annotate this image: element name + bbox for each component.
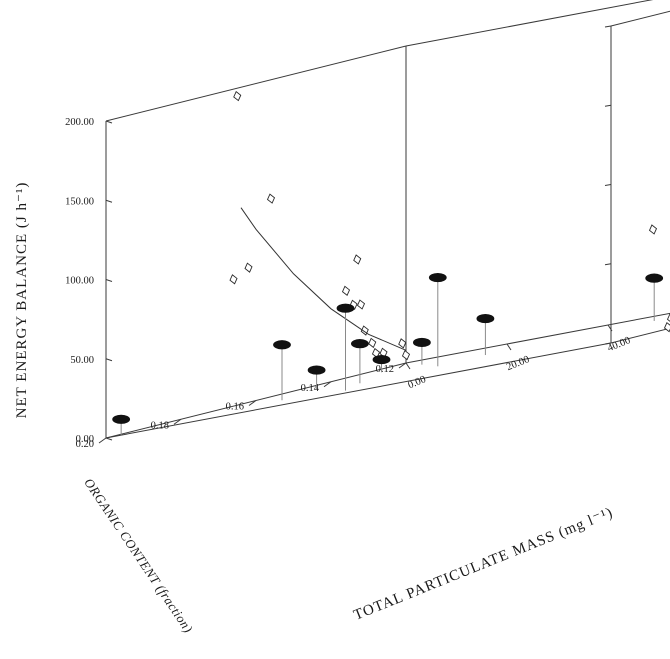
y-tick bbox=[248, 400, 257, 406]
axis-ticks: 0.00 50.00 100.00 150.00 200.00 0.00 20.00 40.0… bbox=[65, 25, 632, 450]
z-tick-right bbox=[604, 25, 612, 28]
data-points bbox=[112, 272, 664, 436]
left-wall-point bbox=[401, 349, 411, 361]
data-point bbox=[350, 339, 369, 349]
y-tick-label: 0.12 bbox=[376, 364, 394, 375]
y-tick-label: 0.14 bbox=[301, 383, 320, 394]
data-point bbox=[273, 340, 291, 350]
y-tick bbox=[323, 381, 332, 388]
left-wall-point bbox=[368, 337, 377, 349]
data-point bbox=[476, 313, 495, 324]
left-wall-point bbox=[353, 254, 362, 265]
data-point bbox=[307, 365, 326, 375]
fit-curve bbox=[240, 207, 407, 351]
z-tick bbox=[105, 199, 113, 203]
x-axis-title: TOTAL PARTICULATE MASS (mg l⁻¹) bbox=[351, 505, 615, 624]
y-axis-title: ORGANIC CONTENT (fraction) bbox=[81, 475, 196, 635]
y-tick-label: 0.18 bbox=[151, 420, 169, 431]
left-wall-point bbox=[229, 274, 238, 285]
x-tick-label: 0.00 bbox=[406, 374, 427, 391]
x-tick-label: 40.00 bbox=[606, 335, 632, 354]
data-point bbox=[112, 414, 131, 424]
z-tick bbox=[105, 120, 113, 124]
z-tick-label: 0.00 bbox=[76, 434, 94, 445]
data-point bbox=[412, 337, 431, 348]
axis-titles: NET ENERGY BALANCE (J h⁻¹) ORGANIC CONTE… bbox=[14, 182, 616, 636]
z-tick bbox=[105, 279, 113, 282]
z-tick-label: 200.00 bbox=[65, 117, 94, 128]
right-wall-point bbox=[663, 321, 670, 333]
z-tick bbox=[105, 358, 113, 362]
y-tick bbox=[173, 418, 182, 425]
left-wall-point bbox=[233, 90, 242, 102]
data-point bbox=[372, 354, 391, 365]
x-tick bbox=[405, 362, 411, 370]
left-wall-point bbox=[356, 299, 366, 310]
y-tick-label: 0.20 bbox=[76, 439, 94, 450]
z-tick-label: 50.00 bbox=[70, 355, 94, 366]
x-tick bbox=[607, 324, 613, 332]
z-tick-right bbox=[604, 184, 612, 186]
x-tick-label: 20.00 bbox=[505, 354, 531, 373]
z-tick-right bbox=[604, 104, 612, 107]
z-tick-right bbox=[604, 342, 612, 345]
z-tick bbox=[105, 437, 113, 441]
floor-edge-right bbox=[610, 327, 670, 344]
right-wall-point bbox=[648, 224, 658, 235]
top-edge-left bbox=[105, 45, 407, 122]
floor-edge-back bbox=[405, 312, 670, 364]
y-tick bbox=[398, 362, 407, 369]
left-wall-projection bbox=[229, 90, 411, 361]
y-tick bbox=[98, 437, 107, 444]
z-tick-label: 100.00 bbox=[65, 276, 94, 287]
data-point bbox=[428, 272, 447, 283]
left-wall-point bbox=[244, 262, 253, 273]
x-tick bbox=[506, 343, 512, 351]
left-wall-point bbox=[341, 285, 351, 296]
right-wall-point bbox=[666, 313, 670, 324]
data-point bbox=[336, 303, 355, 313]
y-tick-label: 0.16 bbox=[226, 402, 244, 413]
left-wall-point bbox=[266, 193, 276, 204]
right-wall-projection bbox=[648, 224, 670, 333]
z-axis-title: NET ENERGY BALANCE (J h⁻¹) bbox=[14, 182, 30, 419]
left-wall-point bbox=[398, 338, 407, 349]
data-point bbox=[645, 273, 664, 283]
top-edge-back bbox=[405, 0, 654, 47]
top-edge-right bbox=[610, 10, 670, 27]
z-tick-label: 150.00 bbox=[65, 196, 94, 207]
floor-edge-front bbox=[105, 342, 612, 439]
z-tick-right bbox=[604, 263, 612, 266]
